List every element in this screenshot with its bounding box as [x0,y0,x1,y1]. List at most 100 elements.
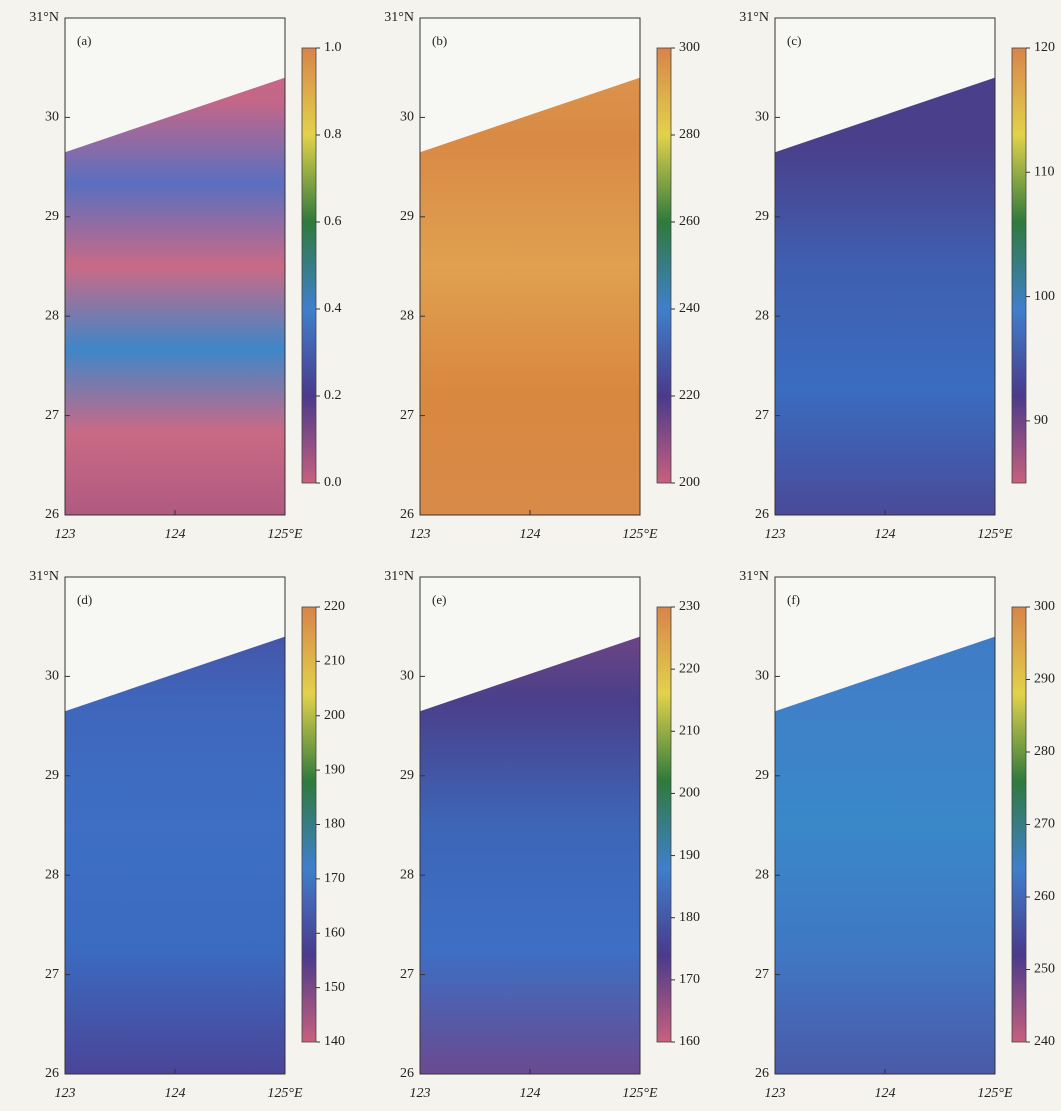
y-tick-label: 28 [45,308,59,323]
x-tick-label: 123 [765,1086,786,1101]
colorbar-tick-label: 150 [324,980,345,995]
colorbar-tick-label: 220 [679,388,700,403]
colorbar-tick-label: 280 [679,127,700,142]
x-tick-label: 123 [410,527,431,542]
x-tick-label: 125°E [977,1086,1013,1101]
colorbar-tick-label: 200 [679,475,700,490]
y-tick-label: 30 [400,110,414,125]
colorbar [302,607,316,1042]
colorbar-tick-label: 240 [679,301,700,316]
y-tick-label: 26 [45,507,59,522]
x-tick-label: 125°E [267,1086,303,1101]
y-tick-label: 31°N [739,569,769,584]
colorbar-tick-label: 0.4 [324,301,342,316]
colorbar-tick-label: 290 [1034,672,1055,687]
y-tick-label: 26 [755,1066,769,1081]
colorbar-tick-label: 1.0 [324,40,342,55]
colorbar-tick-label: 180 [324,817,345,832]
colorbar-tick-label: 200 [679,786,700,801]
x-tick-label: 125°E [622,1086,658,1101]
colorbar-tick-label: 160 [679,1034,700,1049]
colorbar-tick-label: 300 [1034,599,1055,614]
x-tick-label: 124 [520,527,541,542]
colorbar-tick-label: 190 [324,762,345,777]
x-tick-label: 124 [875,527,896,542]
colorbar [657,607,671,1042]
colorbar-tick-label: 230 [679,599,700,614]
y-tick-label: 29 [755,209,769,224]
colorbar-tick-label: 100 [1034,289,1055,304]
x-tick-label: 123 [55,527,76,542]
colorbar-tick-label: 250 [1034,962,1055,977]
y-tick-label: 28 [400,867,414,882]
panel-label: (a) [77,33,91,48]
colorbar-tick-label: 220 [324,599,345,614]
y-tick-label: 29 [45,209,59,224]
x-tick-label: 123 [765,527,786,542]
panel-label: (d) [77,592,92,607]
y-tick-label: 30 [45,669,59,684]
colorbar [1012,607,1026,1042]
y-tick-label: 29 [45,768,59,783]
colorbar [657,48,671,483]
colorbar-tick-label: 260 [1034,889,1055,904]
y-tick-label: 31°N [384,569,414,584]
y-tick-label: 30 [400,669,414,684]
y-tick-label: 28 [400,308,414,323]
colorbar-tick-label: 210 [679,724,700,739]
x-tick-label: 124 [520,1086,541,1101]
colorbar-tick-label: 170 [679,972,700,987]
colorbar-tick-label: 0.8 [324,127,342,142]
y-tick-label: 31°N [739,10,769,25]
y-tick-label: 28 [755,308,769,323]
x-tick-label: 125°E [622,527,658,542]
colorbar [1012,48,1026,483]
colorbar-tick-label: 220 [679,661,700,676]
y-tick-label: 30 [45,110,59,125]
panel-label: (f) [787,592,800,607]
y-tick-label: 31°N [29,10,59,25]
colorbar [302,48,316,483]
colorbar-tick-label: 170 [324,871,345,886]
x-tick-label: 123 [410,1086,431,1101]
y-tick-label: 26 [755,507,769,522]
colorbar-tick-label: 0.0 [324,475,342,490]
colorbar-tick-label: 210 [324,654,345,669]
colorbar-tick-label: 160 [324,925,345,940]
y-tick-label: 27 [45,967,59,982]
colorbar-tick-label: 300 [679,40,700,55]
y-tick-label: 29 [400,768,414,783]
colorbar-tick-label: 280 [1034,744,1055,759]
colorbar-tick-label: 190 [679,848,700,863]
x-tick-label: 125°E [977,527,1013,542]
y-tick-label: 27 [400,408,414,423]
colorbar-tick-label: 140 [324,1034,345,1049]
colorbar-tick-label: 180 [679,910,700,925]
y-tick-label: 27 [45,408,59,423]
x-tick-label: 124 [875,1086,896,1101]
y-tick-label: 29 [755,768,769,783]
figure: (a)262728293031°N123124125°E0.00.20.40.6… [0,0,1061,1111]
panel-label: (b) [432,33,447,48]
y-tick-label: 31°N [29,569,59,584]
x-tick-label: 123 [55,1086,76,1101]
colorbar-tick-label: 200 [324,708,345,723]
y-tick-label: 27 [755,967,769,982]
x-tick-label: 124 [165,1086,186,1101]
y-tick-label: 28 [45,867,59,882]
panel-label: (c) [787,33,801,48]
colorbar-tick-label: 260 [679,214,700,229]
y-tick-label: 26 [400,1066,414,1081]
colorbar-tick-label: 0.2 [324,388,342,403]
colorbar-tick-label: 90 [1034,413,1048,428]
y-tick-label: 26 [45,1066,59,1081]
y-tick-label: 26 [400,507,414,522]
x-tick-label: 124 [165,527,186,542]
y-tick-label: 30 [755,110,769,125]
colorbar-tick-label: 120 [1034,40,1055,55]
colorbar-tick-label: 110 [1034,165,1054,180]
y-tick-label: 30 [755,669,769,684]
colorbar-tick-label: 240 [1034,1034,1055,1049]
panel-label: (e) [432,592,446,607]
y-tick-label: 28 [755,867,769,882]
